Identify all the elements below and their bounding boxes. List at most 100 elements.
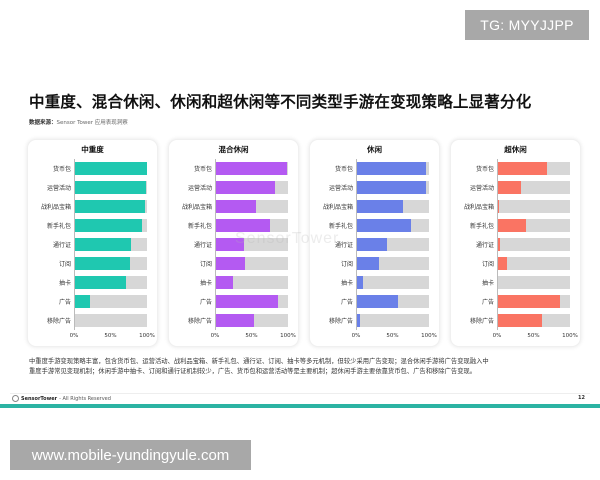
- bar-fill: [497, 314, 542, 327]
- bar-fill: [215, 276, 234, 289]
- bar-row: 抽卡: [28, 273, 157, 292]
- bar-row: 货币包: [28, 159, 157, 178]
- bar-row: 战利品宝箱: [310, 197, 439, 216]
- bar-row: 运营活动: [169, 178, 298, 197]
- bar-fill: [356, 257, 380, 270]
- bar-row: 订阅: [310, 254, 439, 273]
- bar-row: 新手礼包: [169, 216, 298, 235]
- bar-track: [497, 238, 570, 251]
- bar-row: 通行证: [169, 235, 298, 254]
- summary-text: 中重度手游变现策略丰富，包含货币包、运营活动、战利品宝箱、新手礼包、通行证、订阅…: [29, 357, 589, 377]
- bar-fill: [497, 219, 527, 232]
- bar-track: [74, 238, 147, 251]
- bar-fill: [74, 295, 91, 308]
- bar-row: 广告: [451, 292, 580, 311]
- bar-label: 新手礼包: [46, 223, 71, 230]
- bar-row: 移除广告: [28, 311, 157, 330]
- bar-row: 抽卡: [451, 273, 580, 292]
- bar-label: 货币包: [475, 166, 494, 173]
- bar-fill: [356, 314, 360, 327]
- data-source-text: Sensor Tower 应用表现洞察: [56, 120, 128, 126]
- bar-track: [215, 200, 288, 213]
- bar-track: [356, 257, 429, 270]
- bar-row: 通行证: [310, 235, 439, 254]
- x-tick-label: 50%: [527, 333, 540, 339]
- bar-track: [74, 314, 147, 327]
- bar-fill: [356, 295, 399, 308]
- bar-fill: [497, 200, 500, 213]
- x-axis-ticks: 0% 50% 100%: [169, 333, 298, 343]
- bar-track: [215, 181, 288, 194]
- chart-rows: 货币包 运营活动 战利品宝箱 新手礼包 通行证 订阅 抽卡 广告 移除广告: [169, 159, 298, 330]
- bar-track: [497, 200, 570, 213]
- x-tick-label: 0%: [210, 333, 220, 339]
- data-source: 数据来源：Sensor Tower 应用表现洞察: [29, 118, 128, 126]
- bar-track: [497, 162, 570, 175]
- page-title: 中重度、混合休闲、休闲和超休闲等不同类型手游在变现策略上显著分化: [29, 93, 532, 111]
- bar-row: 战利品宝箱: [28, 197, 157, 216]
- bar-row: 新手礼包: [310, 216, 439, 235]
- bar-label: 战利品宝箱: [463, 204, 494, 211]
- bar-label: 货币包: [193, 166, 212, 173]
- bar-label: 运营活动: [469, 185, 494, 192]
- x-tick-label: 100%: [562, 333, 578, 339]
- bar-track: [497, 181, 570, 194]
- bar-track: [74, 219, 147, 232]
- bar-row: 运营活动: [28, 178, 157, 197]
- bar-row: 货币包: [451, 159, 580, 178]
- bar-label: 战利品宝箱: [40, 204, 71, 211]
- bar-fill: [215, 238, 245, 251]
- bar-fill: [497, 181, 522, 194]
- bar-fill: [74, 200, 145, 213]
- bar-track: [497, 219, 570, 232]
- bar-track: [74, 295, 147, 308]
- x-axis-ticks: 0% 50% 100%: [451, 333, 580, 343]
- footer-brand-name: SensorTower: [21, 395, 58, 402]
- data-source-label: 数据来源：: [29, 120, 57, 126]
- footer-rights: - All Rights Reserved: [59, 395, 111, 402]
- bar-fill: [215, 200, 256, 213]
- bar-fill: [74, 162, 147, 175]
- chart-rows: 货币包 运营活动 战利品宝箱 新手礼包 通行证 订阅 抽卡 广告 移除广告: [28, 159, 157, 330]
- bar-label: 新手礼包: [187, 223, 212, 230]
- bar-label: 战利品宝箱: [322, 204, 353, 211]
- bar-label: 通行证: [475, 242, 494, 249]
- x-tick-label: 50%: [245, 333, 258, 339]
- bar-label: 广告: [199, 299, 212, 306]
- x-tick-label: 100%: [421, 333, 437, 339]
- bar-row: 移除广告: [451, 311, 580, 330]
- bar-row: 新手礼包: [451, 216, 580, 235]
- bar-fill: [356, 276, 363, 289]
- bar-label: 抽卡: [199, 280, 212, 287]
- bar-label: 抽卡: [481, 280, 494, 287]
- bar-track: [215, 238, 288, 251]
- x-tick-label: 100%: [280, 333, 296, 339]
- bar-fill: [497, 162, 547, 175]
- bar-row: 运营活动: [451, 178, 580, 197]
- bar-fill: [74, 181, 147, 194]
- bar-fill: [215, 257, 245, 270]
- bar-row: 订阅: [28, 254, 157, 273]
- bar-track: [356, 200, 429, 213]
- bar-label: 新手礼包: [328, 223, 353, 230]
- bar-row: 货币包: [169, 159, 298, 178]
- bar-fill: [356, 238, 388, 251]
- bar-fill: [356, 219, 412, 232]
- bar-track: [356, 276, 429, 289]
- bar-track: [74, 181, 147, 194]
- bar-label: 通行证: [193, 242, 212, 249]
- bar-track: [356, 295, 429, 308]
- bar-fill: [356, 181, 427, 194]
- bar-row: 战利品宝箱: [169, 197, 298, 216]
- y-axis-line: [356, 159, 357, 330]
- bar-label: 订阅: [340, 261, 353, 268]
- chart-rows: 货币包 运营活动 战利品宝箱 新手礼包 通行证 订阅 抽卡 广告 移除广告: [310, 159, 439, 330]
- bar-label: 订阅: [481, 261, 494, 268]
- bar-label: 广告: [58, 299, 71, 306]
- bar-fill: [497, 257, 508, 270]
- bar-row: 抽卡: [310, 273, 439, 292]
- chart-title: 混合休闲: [218, 145, 249, 154]
- bar-row: 通行证: [451, 235, 580, 254]
- bar-row: 广告: [310, 292, 439, 311]
- bar-label: 运营活动: [187, 185, 212, 192]
